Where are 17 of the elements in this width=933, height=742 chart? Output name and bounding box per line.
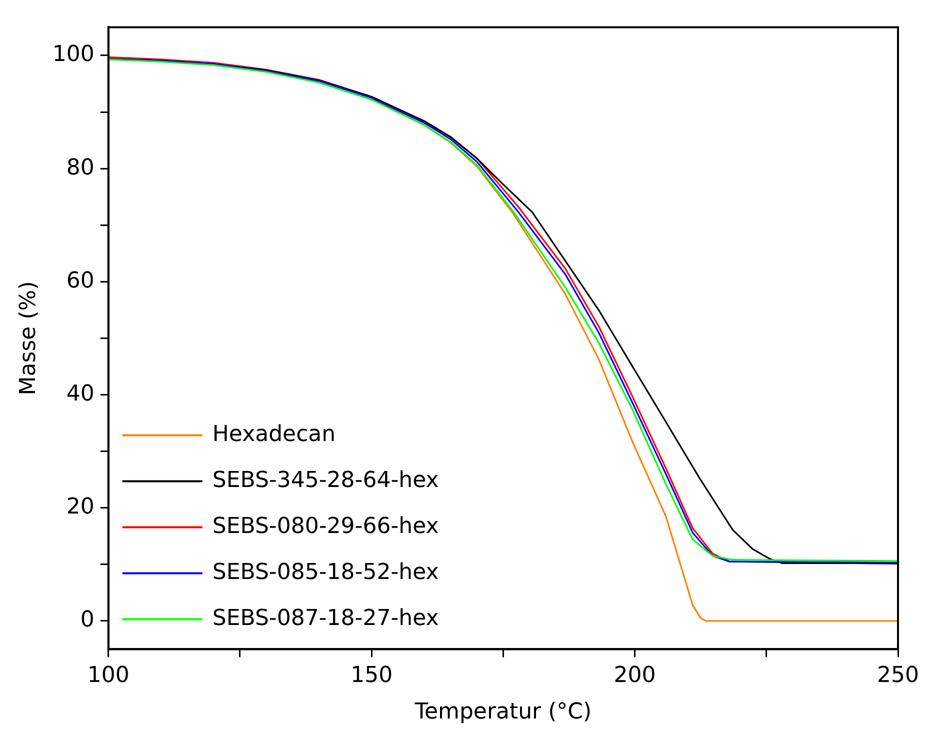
y-tick-label: 60 xyxy=(66,268,94,294)
legend-label: SEBS-085-18-52-hex xyxy=(212,560,439,585)
x-tick-label: 200 xyxy=(614,663,656,688)
y-tick-label: 80 xyxy=(66,155,94,180)
x-tick-label: 150 xyxy=(350,663,393,688)
legend-label: SEBS-087-18-27-hex xyxy=(212,606,439,631)
y-tick-label: 100 xyxy=(52,42,94,68)
y-tick-label: 40 xyxy=(66,381,94,406)
y-tick-label: 20 xyxy=(66,494,94,520)
x-tick-label: 250 xyxy=(877,663,920,688)
y-tick-label: 0 xyxy=(80,608,94,633)
x-axis-title: Temperatur (°C) xyxy=(414,700,592,725)
legend-label: Hexadecan xyxy=(212,422,336,447)
x-tick-label: 100 xyxy=(87,663,130,688)
legend-label: SEBS-080-29-66-hex xyxy=(212,514,439,539)
y-axis-title: Masse (%) xyxy=(16,281,41,396)
legend-label: SEBS-345-28-64-hex xyxy=(212,468,439,493)
